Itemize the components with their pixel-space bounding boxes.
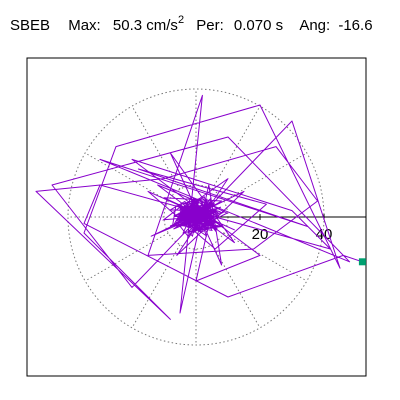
grid-spoke bbox=[84, 152, 169, 202]
angle-value: -16.6 bbox=[338, 17, 373, 34]
max-value: 50.3 bbox=[112, 17, 143, 34]
grid-spoke bbox=[131, 244, 181, 329]
chart-title: SBEB Max: 50.3 cm/s2 Per: 0.070 s Ang: -… bbox=[10, 14, 373, 34]
grid-spoke bbox=[211, 105, 261, 190]
max-unit-exponent: 2 bbox=[177, 14, 185, 26]
polar-grid bbox=[67, 88, 325, 346]
grid-spoke bbox=[84, 232, 169, 282]
grid-spoke bbox=[211, 244, 261, 329]
grid-spoke bbox=[223, 152, 308, 202]
series-line bbox=[35, 94, 363, 320]
grid-spoke bbox=[131, 105, 181, 190]
angle-label: Ang: bbox=[299, 17, 331, 34]
period-value: 0.070 s bbox=[233, 17, 284, 34]
motion-trace bbox=[35, 94, 363, 320]
axis-tick-label: 20 bbox=[252, 226, 269, 243]
max-label: Max: bbox=[68, 17, 101, 34]
end-marker bbox=[358, 258, 366, 266]
max-unit: cm/s bbox=[146, 17, 178, 34]
station-name: SBEB bbox=[10, 17, 51, 34]
dense-core-trace bbox=[162, 196, 229, 238]
series-end-point bbox=[358, 258, 366, 266]
period-label: Per: bbox=[196, 17, 224, 34]
